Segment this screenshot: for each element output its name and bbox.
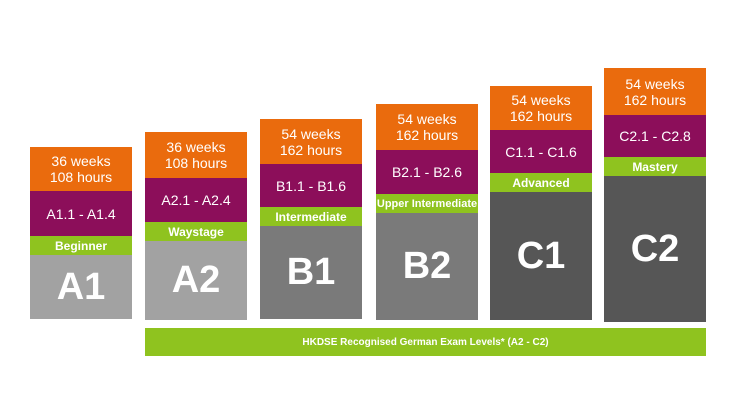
- hours-text: 162 hours: [395, 127, 459, 143]
- hours-text: 108 hours: [164, 155, 228, 171]
- hours-text: 162 hours: [279, 141, 343, 158]
- level-code-box: A1: [30, 255, 132, 319]
- hkdse-banner: HKDSE Recognised German Exam Levels* (A2…: [145, 328, 706, 356]
- weeks-text: 36 weeks: [166, 139, 226, 155]
- weeks-text: 54 weeks: [625, 75, 685, 92]
- duration-box: 54 weeks 162 hours: [376, 104, 478, 150]
- sublevel-range: B1.1 - B1.6: [260, 164, 362, 207]
- level-column-c2: 54 weeks 162 hours C2.1 - C2.8 Mastery C…: [604, 68, 706, 322]
- level-column-a1: 36 weeks 108 hours A1.1 - A1.4 Beginner …: [30, 147, 132, 319]
- sublevel-range: A1.1 - A1.4: [30, 191, 132, 236]
- sublevel-range: C1.1 - C1.6: [490, 130, 592, 173]
- duration-box: 54 weeks 162 hours: [490, 86, 592, 130]
- level-code-box: B1: [260, 226, 362, 319]
- weeks-text: 54 weeks: [397, 111, 457, 127]
- level-code-box: A2: [145, 241, 247, 320]
- duration-box: 36 weeks 108 hours: [30, 147, 132, 191]
- level-label: Advanced: [490, 173, 592, 192]
- level-code-box: C2: [604, 176, 706, 322]
- level-column-b2: 54 weeks 162 hours B2.1 - B2.6 Upper Int…: [376, 104, 478, 320]
- level-column-c1: 54 weeks 162 hours C1.1 - C1.6 Advanced …: [490, 86, 592, 320]
- sublevel-range: B2.1 - B2.6: [376, 150, 478, 194]
- duration-box: 54 weeks 162 hours: [604, 68, 706, 115]
- level-label: Mastery: [604, 157, 706, 176]
- level-code-box: B2: [376, 213, 478, 320]
- level-label: Upper Intermediate: [376, 194, 478, 213]
- level-column-b1: 54 weeks 162 hours B1.1 - B1.6 Intermedi…: [260, 119, 362, 319]
- hours-text: 162 hours: [509, 108, 573, 124]
- weeks-text: 54 weeks: [281, 125, 341, 142]
- sublevel-range: C2.1 - C2.8: [604, 115, 706, 157]
- sublevel-range: A2.1 - A2.4: [145, 178, 247, 222]
- duration-box: 54 weeks 162 hours: [260, 119, 362, 164]
- level-label: Waystage: [145, 222, 247, 241]
- weeks-text: 36 weeks: [51, 153, 111, 169]
- duration-box: 36 weeks 108 hours: [145, 132, 247, 178]
- level-label: Beginner: [30, 236, 132, 255]
- weeks-text: 54 weeks: [511, 92, 571, 108]
- hours-text: 108 hours: [49, 169, 113, 185]
- level-code-box: C1: [490, 192, 592, 320]
- level-column-a2: 36 weeks 108 hours A2.1 - A2.4 Waystage …: [145, 132, 247, 320]
- level-label: Intermediate: [260, 207, 362, 226]
- hours-text: 162 hours: [623, 91, 687, 108]
